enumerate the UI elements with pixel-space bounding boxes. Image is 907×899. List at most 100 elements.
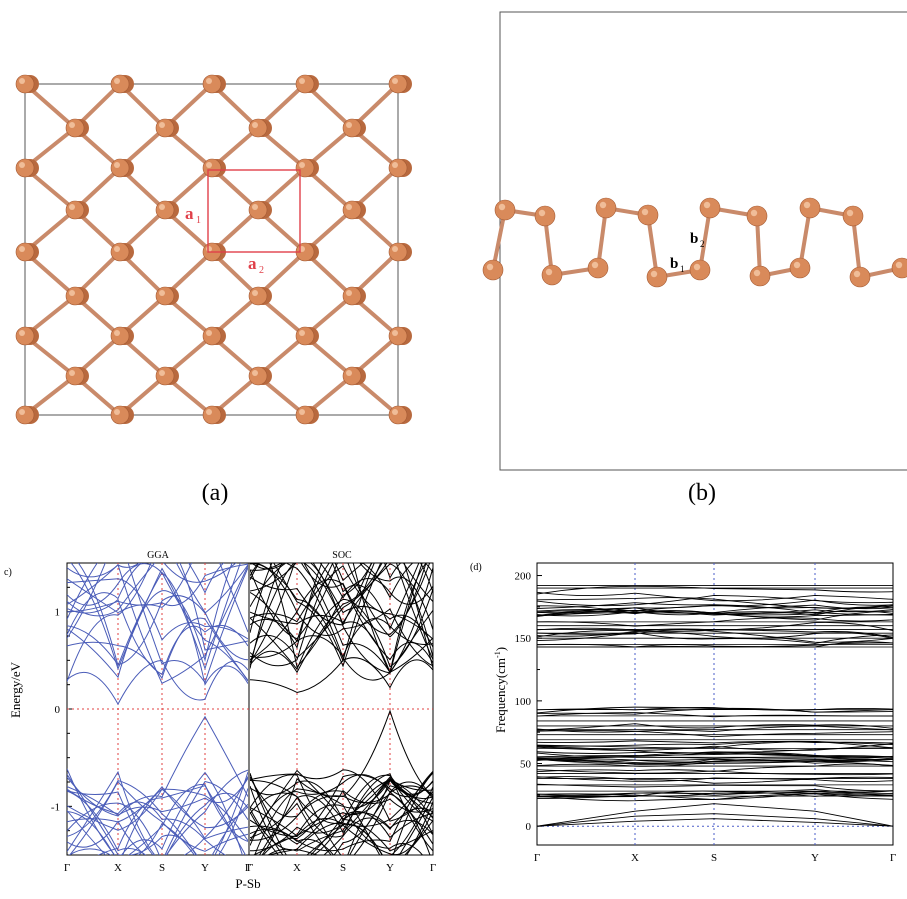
atom-highlight [114,78,120,84]
phonon-branch [536,631,894,644]
atom [342,366,362,386]
phonon-branch [536,597,894,609]
atom [295,74,315,94]
atom-highlight [252,122,258,128]
panel-d-label: (d) [470,562,482,573]
conduction-band [67,563,248,684]
x-tick-label: Y [811,852,819,864]
atom-highlight [299,162,305,168]
valence-band [261,777,431,855]
valence-band [267,779,433,855]
atom-highlight [19,409,25,415]
phonon-branch [536,763,894,773]
phonon-branch [536,707,894,711]
acoustic-branch [536,803,894,827]
x-tick-label: S [711,852,717,864]
valence-band [67,715,248,817]
valence-band [68,771,243,855]
atom [342,286,362,306]
panel-c: c) GGA SOC 10-1Γ X S Y ΓΓ X S Y Γ Energy/eV P-Sb [4,550,436,891]
atom-highlight [69,370,75,376]
valence-band [306,810,433,855]
atom [342,200,362,220]
valence-band [97,785,247,855]
atom [15,158,35,178]
bond-b1-sub: 1 [680,264,685,274]
valence-band [250,770,433,852]
atom-highlight [252,204,258,210]
phonon-branch [536,743,894,751]
phonon-branch [536,599,894,612]
atom [110,405,130,425]
conduction-band [67,563,237,636]
valence-band [69,780,248,855]
x-tick-label: Γ [245,862,251,874]
valence-band [67,769,248,855]
conduction-band [67,563,248,633]
atom [110,242,130,262]
acoustic-branch [536,813,894,827]
atom [587,257,609,279]
phonon-branch [536,585,894,595]
valence-band [67,788,248,840]
phonon-branch [536,708,894,715]
atom [746,205,768,227]
atom-highlight [591,261,599,269]
atom-highlight [114,246,120,252]
atom-highlight [793,261,801,269]
atom [248,366,268,386]
x-tick-label: S [159,862,165,874]
atom-highlight [159,122,165,128]
x-tick-label: X [114,862,122,874]
conduction-band [70,563,241,671]
atom-highlight [114,409,120,415]
atom-highlight [114,162,120,168]
atom [849,266,871,288]
atom-highlight [346,204,352,210]
valence-band [67,779,248,855]
conduction-band [67,563,248,613]
panel-d: (d) 0 50 100 150 200 Γ X S Y Γ Frequency(cm-1) [470,562,896,864]
bond-b2-sub: 2 [700,239,705,249]
atom-highlight [299,78,305,84]
atom [842,205,864,227]
phonon-branch [536,776,894,783]
atom [295,158,315,178]
x-tick-label: X [631,852,639,864]
vector-a1-label: a [185,204,194,223]
atom-highlight [392,246,398,252]
phonon-branch [536,730,894,738]
valence-band [67,785,248,829]
conduction-band [250,563,433,674]
conduction-band [253,563,375,663]
atom-highlight [69,290,75,296]
atom-highlight [346,290,352,296]
atom-highlight [252,290,258,296]
conduction-band [250,563,433,648]
bond [698,207,712,271]
conduction-band [319,563,433,605]
y-tick-label: -1 [51,801,60,813]
panel-b: b 2 b 1 (b) [482,11,907,506]
conduction-band [67,617,248,681]
atom-highlight [599,201,607,209]
atom-highlight [159,370,165,376]
phonon-branch [536,610,894,618]
band-structure-plot: 10-1Γ X S Y ΓΓ X S Y Γ [51,562,436,874]
atom [15,405,35,425]
atom-highlight [206,162,212,168]
panel-b-caption: (b) [688,480,716,506]
atom [482,259,504,281]
valence-band [266,774,433,855]
valence-band [310,811,433,855]
atom-highlight [206,246,212,252]
valence-band [67,784,248,855]
phonon-branch [536,740,894,749]
atom-highlight [392,78,398,84]
atom-highlight [159,204,165,210]
atom-highlight [114,330,120,336]
conduction-band [250,563,433,667]
atom-highlight [19,162,25,168]
conduction-band [250,563,433,674]
atom [15,326,35,346]
